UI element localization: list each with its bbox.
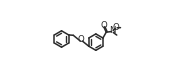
Text: O: O xyxy=(101,21,107,30)
Text: O: O xyxy=(113,23,120,32)
Text: N: N xyxy=(109,26,116,35)
Text: O: O xyxy=(78,35,85,44)
